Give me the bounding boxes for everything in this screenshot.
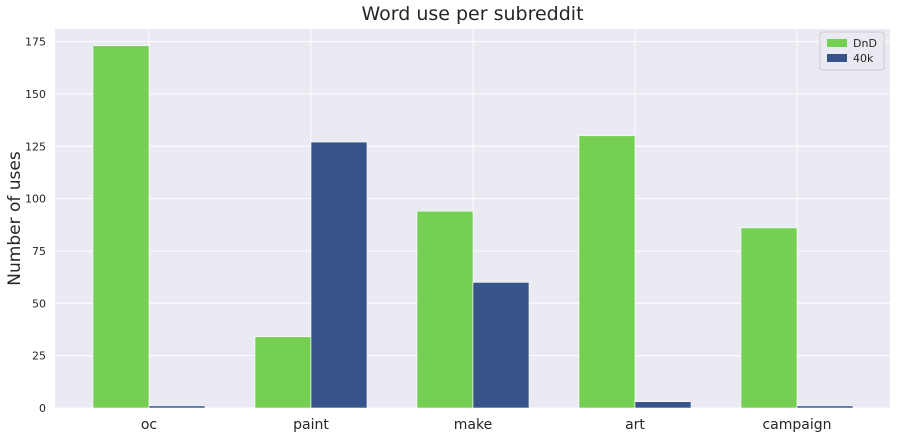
y-tick-label: 175	[25, 36, 46, 49]
x-tick-label-oc: oc	[141, 417, 157, 433]
bars	[92, 45, 854, 409]
bar-dnd-make	[416, 210, 474, 409]
chart-title: Word use per subreddit	[361, 3, 583, 25]
legend-label-40k: 40k	[853, 52, 874, 65]
x-axis-ticks: oc paint make art campaign	[141, 417, 832, 433]
bar-40k-art	[634, 401, 692, 409]
y-tick-label: 100	[25, 193, 46, 206]
y-tick-label: 150	[25, 88, 46, 101]
y-axis-label: Number of uses	[5, 151, 25, 286]
x-tick-label-paint: paint	[293, 417, 329, 433]
legend: DnD 40k	[819, 31, 885, 71]
bar-40k-campaign	[796, 405, 854, 409]
x-tick-label-make: make	[454, 417, 492, 433]
y-axis-ticks: 0 25 50 75 100 125 150 175	[25, 36, 46, 415]
legend-swatch-dnd	[827, 39, 847, 47]
legend-swatch-40k	[827, 54, 847, 62]
y-tick-label: 75	[32, 245, 46, 258]
y-tick-label: 125	[25, 140, 46, 153]
bar-dnd-campaign	[740, 227, 798, 409]
bar-40k-paint	[310, 141, 368, 409]
bar-40k-oc	[148, 405, 206, 409]
legend-label-dnd: DnD	[853, 37, 877, 50]
bar-dnd-paint	[254, 336, 312, 409]
y-tick-label: 25	[32, 350, 46, 363]
bar-dnd-art	[578, 135, 636, 409]
bar-40k-make	[472, 282, 530, 409]
y-tick-label: 0	[39, 402, 46, 415]
y-tick-label: 50	[32, 297, 46, 310]
bar-dnd-oc	[92, 45, 150, 409]
x-tick-label-art: art	[625, 417, 645, 433]
x-tick-label-campaign: campaign	[762, 417, 831, 433]
